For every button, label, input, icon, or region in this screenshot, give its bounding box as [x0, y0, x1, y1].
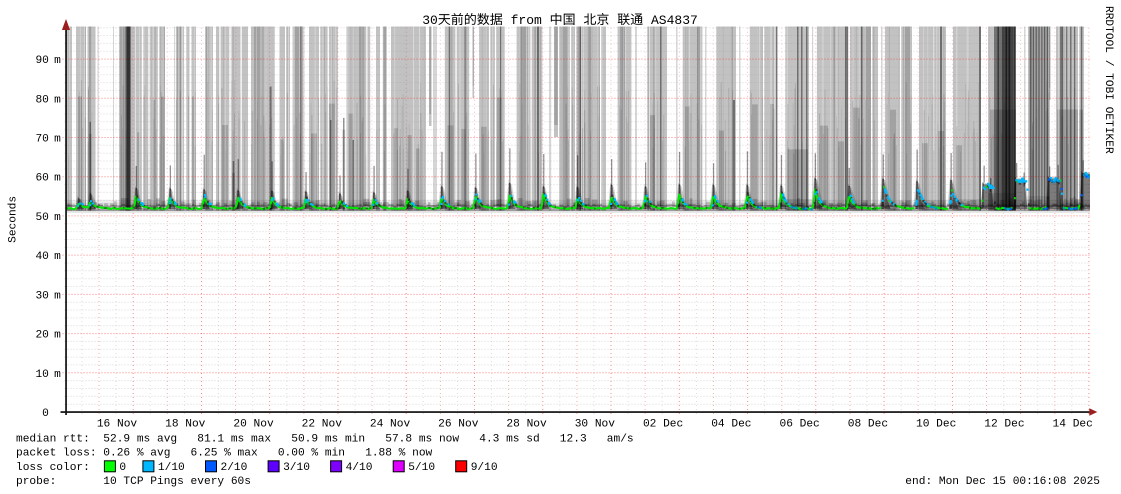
svg-text:18 Nov: 18 Nov: [165, 419, 206, 431]
svg-text:m: m: [54, 173, 61, 185]
svg-text:4/10: 4/10: [346, 462, 373, 474]
svg-text:9/10: 9/10: [471, 462, 498, 474]
svg-text:median rtt: 52.9 ms avg 81.: median rtt: 52.9 ms avg 81.1 ms max 50.9…: [16, 434, 634, 446]
svg-text:2/10: 2/10: [221, 462, 248, 474]
svg-text:m: m: [54, 330, 61, 342]
svg-text:0: 0: [42, 408, 49, 420]
svg-text:AS4837: AS4837: [643, 13, 698, 28]
svg-text:50: 50: [35, 212, 49, 224]
svg-text:m: m: [54, 290, 61, 302]
svg-text:5/10: 5/10: [408, 462, 435, 474]
svg-text:14 Dec: 14 Dec: [1053, 419, 1093, 431]
svg-text:30: 30: [422, 13, 438, 28]
svg-text:10 Dec: 10 Dec: [916, 419, 956, 431]
svg-text:m: m: [54, 55, 61, 67]
svg-text:0: 0: [119, 462, 126, 474]
svg-text:m: m: [54, 369, 61, 381]
svg-text:08 Dec: 08 Dec: [848, 419, 888, 431]
svg-text:from: from: [503, 13, 550, 28]
svg-text:28 Nov: 28 Nov: [506, 419, 547, 431]
svg-text:Seconds: Seconds: [8, 196, 20, 243]
svg-text:RRDTOOL / TOBI OETIKER: RRDTOOL / TOBI OETIKER: [1102, 6, 1114, 154]
svg-text:30: 30: [35, 290, 49, 302]
svg-text:22 Nov: 22 Nov: [302, 419, 343, 431]
svg-text:10: 10: [35, 369, 49, 381]
svg-text:02 Dec: 02 Dec: [643, 419, 683, 431]
svg-text:m: m: [54, 133, 61, 145]
svg-text:20: 20: [35, 330, 49, 342]
svg-text:end: Mon Dec 15 00:16:08 2025: end: Mon Dec 15 00:16:08 2025: [905, 476, 1100, 488]
svg-text:20 Nov: 20 Nov: [233, 419, 274, 431]
svg-text:m: m: [54, 251, 61, 263]
svg-text:70: 70: [35, 133, 49, 145]
svg-text:m: m: [54, 94, 61, 106]
svg-text:90: 90: [35, 55, 49, 67]
svg-text:06 Dec: 06 Dec: [779, 419, 819, 431]
svg-text:80: 80: [35, 94, 49, 106]
svg-text:loss color:: loss color:: [16, 462, 90, 474]
svg-text:3/10: 3/10: [283, 462, 310, 474]
svg-text:60: 60: [35, 173, 49, 185]
svg-text:40: 40: [35, 251, 49, 263]
svg-text:probe: 10 TCP Pings ever: probe: 10 TCP Pings every 60s: [16, 476, 251, 488]
svg-text:1/10: 1/10: [158, 462, 185, 474]
svg-text:packet loss: 0.26 % avg 6.25: packet loss: 0.26 % avg 6.25 % max 0.00 …: [16, 448, 433, 460]
svg-text:30 Nov: 30 Nov: [575, 419, 616, 431]
svg-text:04 Dec: 04 Dec: [711, 419, 751, 431]
svg-text:12 Dec: 12 Dec: [984, 419, 1024, 431]
svg-text:m: m: [54, 212, 61, 224]
svg-text:24 Nov: 24 Nov: [370, 419, 411, 431]
svg-text:16 Nov: 16 Nov: [97, 419, 138, 431]
svg-text:26 Nov: 26 Nov: [438, 419, 479, 431]
